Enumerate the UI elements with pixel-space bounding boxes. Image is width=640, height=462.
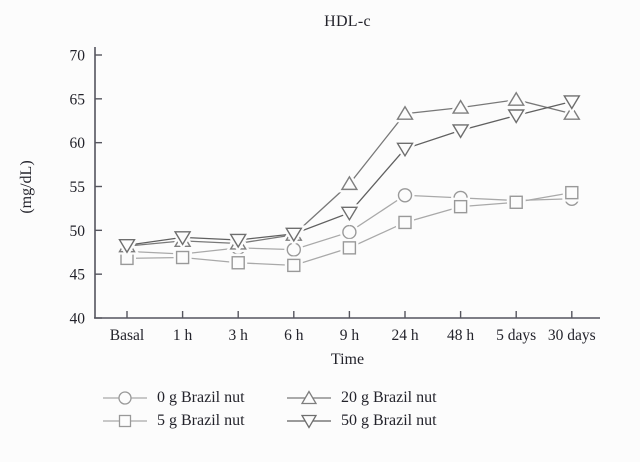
marker-triangle-down — [118, 239, 136, 254]
y-axis-title: (mg/dL) — [18, 160, 35, 214]
marker-triangle-up — [507, 91, 525, 106]
marker-square — [287, 258, 301, 273]
marker-triangle-down — [173, 231, 192, 246]
triangle-down-marker-icon — [287, 414, 331, 429]
marker-square — [231, 256, 245, 270]
x-tick-label: Basal — [110, 327, 144, 344]
x-tick-label: 1 h — [173, 327, 193, 344]
triangle-up-marker-icon — [287, 390, 331, 405]
x-tick-label: 9 h — [340, 327, 360, 344]
marker-square — [342, 241, 357, 255]
legend-label: 50 g Brazil nut — [341, 412, 437, 429]
marker-triangle-down — [507, 109, 525, 124]
legend-label: 20 g Brazil nut — [341, 389, 437, 406]
marker-triangle-down — [563, 95, 581, 110]
x-tick-label: 6 h — [284, 327, 304, 344]
marker-square — [565, 185, 579, 200]
x-tick-label: 5 days — [496, 327, 536, 344]
marker-triangle-down — [229, 233, 247, 249]
legend-item-0g: 0 g Brazil nut — [102, 389, 282, 407]
marker-triangle-down — [451, 124, 470, 139]
legend-item-20g: 20 g Brazil nut — [286, 389, 437, 407]
marker-triangle-up — [451, 99, 470, 114]
y-tick-label: 55 — [70, 179, 86, 196]
marker-circle — [397, 188, 413, 203]
y-tick-label: 65 — [70, 91, 86, 108]
y-tick-label: 70 — [70, 48, 86, 65]
x-tick-label: 48 h — [447, 327, 474, 344]
marker-triangle-down — [340, 206, 359, 222]
y-tick-label: 60 — [70, 135, 86, 152]
y-tick-label: 40 — [70, 311, 86, 328]
marker-square — [453, 199, 468, 214]
marker-triangle-up — [340, 175, 359, 191]
square-marker-icon — [103, 414, 147, 428]
legend-item-50g: 50 g Brazil nut — [286, 412, 437, 430]
x-tick-label: 3 h — [229, 327, 249, 344]
x-tick-label: 24 h — [391, 327, 418, 344]
marker-square — [175, 250, 190, 265]
chart-title: HDL-c — [324, 13, 371, 30]
legend-label: 0 g Brazil nut — [157, 389, 245, 406]
x-tick-label: 30 days — [548, 327, 596, 344]
legend-label: 5 g Brazil nut — [157, 412, 245, 429]
marker-square — [509, 195, 523, 209]
chart-legend: 0 g Brazil nut 20 g Brazil nut 5 g Brazi… — [102, 389, 437, 430]
marker-circle — [342, 224, 357, 240]
y-tick-label: 45 — [70, 267, 86, 284]
legend-item-5g: 5 g Brazil nut — [102, 412, 282, 430]
marker-triangle-up — [396, 105, 414, 120]
y-tick-label: 50 — [70, 223, 86, 240]
circle-marker-icon — [103, 391, 147, 405]
marker-square — [398, 215, 412, 230]
x-axis-title: Time — [330, 351, 365, 368]
marker-triangle-down — [396, 142, 414, 158]
marker-triangle-down — [285, 227, 303, 243]
